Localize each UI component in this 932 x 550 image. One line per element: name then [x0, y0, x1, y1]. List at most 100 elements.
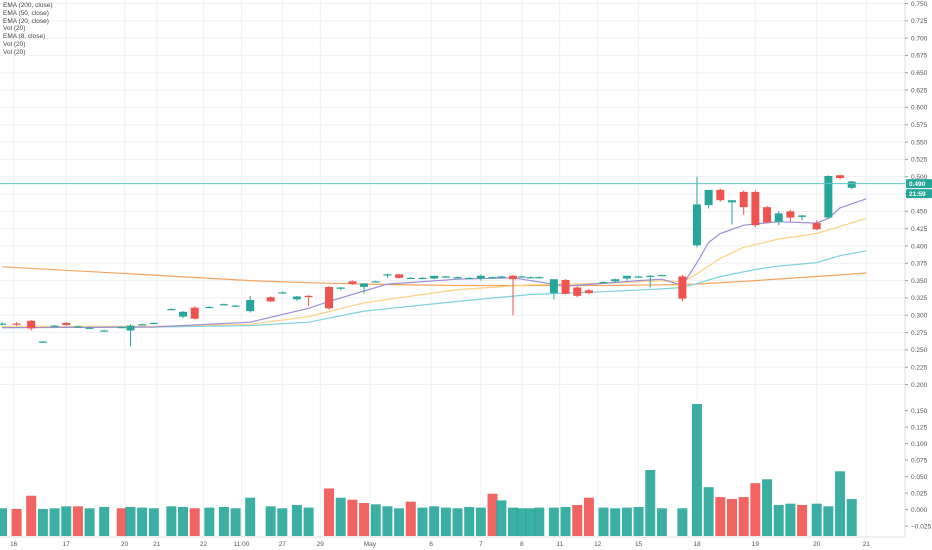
- legend-item-vol-2[interactable]: Vol (20): [3, 40, 26, 48]
- candle-body[interactable]: [763, 207, 772, 223]
- candle-body[interactable]: [73, 326, 82, 328]
- candle-body[interactable]: [383, 274, 392, 276]
- price-tick-label: 0.500: [911, 174, 928, 181]
- candle-body[interactable]: [526, 277, 535, 279]
- candle-body[interactable]: [441, 276, 450, 278]
- volume-bar: [727, 499, 737, 536]
- candle-body[interactable]: [824, 175, 833, 218]
- time-tick-label: 11: [556, 541, 563, 548]
- candle-body[interactable]: [117, 327, 126, 329]
- candle-body[interactable]: [728, 200, 736, 203]
- candle-body[interactable]: [646, 275, 655, 277]
- candle-body[interactable]: [0, 323, 6, 325]
- volume-bar: [785, 503, 796, 536]
- candle-body[interactable]: [786, 211, 795, 218]
- volume-bar: [26, 495, 37, 536]
- candle-body[interactable]: [584, 290, 593, 294]
- volume-bar: [291, 504, 302, 536]
- candle-body[interactable]: [205, 306, 214, 309]
- candle-body[interactable]: [716, 189, 725, 201]
- volume-bar: [429, 506, 440, 536]
- volume-tick-label: 0.100: [911, 441, 928, 448]
- candle-body[interactable]: [278, 292, 287, 294]
- candle-body[interactable]: [573, 287, 582, 296]
- candle-body[interactable]: [304, 295, 313, 298]
- candle-body[interactable]: [138, 324, 147, 326]
- time-tick-label: 15: [635, 541, 643, 548]
- candle-body[interactable]: [836, 175, 845, 179]
- candle-body[interactable]: [371, 281, 380, 283]
- candle-body[interactable]: [812, 223, 821, 230]
- legend-item-vol-1[interactable]: Vol (20): [3, 25, 26, 33]
- candle-body[interactable]: [325, 286, 334, 309]
- candle-body[interactable]: [692, 204, 701, 246]
- candle-body[interactable]: [246, 300, 255, 312]
- candle-body[interactable]: [549, 279, 558, 294]
- price-tick-label: 0.250: [911, 347, 928, 354]
- candle-body[interactable]: [678, 276, 687, 299]
- time-tick-label: 20: [813, 541, 821, 548]
- candle-body[interactable]: [453, 277, 462, 279]
- candle-body[interactable]: [149, 322, 158, 325]
- candle-body[interactable]: [126, 325, 135, 331]
- candle-body[interactable]: [100, 330, 109, 332]
- candle-body[interactable]: [535, 277, 544, 279]
- candle-body[interactable]: [85, 327, 94, 329]
- volume-bar: [137, 507, 148, 536]
- candle-body[interactable]: [62, 322, 71, 325]
- price-tick-label: 0.750: [911, 1, 928, 8]
- price-tick-label: 0.525: [911, 157, 928, 164]
- candle-body[interactable]: [774, 213, 783, 222]
- candle-body[interactable]: [395, 274, 404, 278]
- time-tick-label: 8: [520, 541, 524, 548]
- volume-bar: [610, 508, 621, 536]
- candle-body[interactable]: [509, 275, 517, 280]
- volume-bar: [99, 506, 110, 536]
- candle-body[interactable]: [50, 325, 59, 327]
- candle-body[interactable]: [430, 275, 439, 279]
- candle-body[interactable]: [266, 297, 275, 302]
- candle-body[interactable]: [476, 275, 485, 279]
- legend-item-vol-3[interactable]: Vol (20): [3, 48, 26, 56]
- candle-body[interactable]: [847, 181, 856, 188]
- ema200-line: [1, 266, 867, 287]
- legend-item-ema50[interactable]: EMA (50, close): [3, 9, 49, 17]
- volume-bar: [496, 500, 507, 536]
- candle-body[interactable]: [657, 275, 666, 277]
- candle-body[interactable]: [38, 341, 47, 343]
- volume-bar: [525, 508, 536, 536]
- candle-body[interactable]: [231, 305, 240, 307]
- candle-body[interactable]: [488, 277, 497, 279]
- candle-body[interactable]: [12, 323, 21, 325]
- candle-body[interactable]: [622, 275, 631, 279]
- legend-item-ema8[interactable]: EMA (8, close): [3, 33, 46, 41]
- candle-body[interactable]: [517, 276, 526, 278]
- candle-body[interactable]: [599, 281, 608, 284]
- candle-body[interactable]: [27, 320, 36, 329]
- candle-body[interactable]: [348, 281, 357, 285]
- candle-body[interactable]: [634, 276, 643, 278]
- candle-body[interactable]: [360, 283, 369, 287]
- legend-item-ema200[interactable]: EMA (200, close): [3, 2, 53, 9]
- candle-body[interactable]: [704, 189, 713, 206]
- legend-item-ema20[interactable]: EMA (20, close): [3, 17, 49, 25]
- candle-body[interactable]: [292, 296, 301, 300]
- candle-body[interactable]: [611, 279, 620, 282]
- candle-body[interactable]: [179, 311, 188, 317]
- candle-body[interactable]: [739, 191, 748, 208]
- candle-body[interactable]: [465, 277, 474, 280]
- volume-bar: [534, 507, 545, 536]
- candle-body[interactable]: [219, 304, 228, 306]
- candle-body[interactable]: [561, 279, 570, 294]
- volume-bar: [324, 488, 335, 536]
- candle-body[interactable]: [798, 215, 807, 217]
- candle-body[interactable]: [497, 276, 506, 278]
- candle-body[interactable]: [167, 309, 176, 311]
- candle-body[interactable]: [406, 277, 415, 280]
- candle-body[interactable]: [418, 277, 427, 280]
- candle-body[interactable]: [190, 307, 199, 319]
- candle-body[interactable]: [336, 287, 345, 289]
- candle-body[interactable]: [751, 191, 760, 226]
- price-tick-label: 0.275: [911, 330, 928, 337]
